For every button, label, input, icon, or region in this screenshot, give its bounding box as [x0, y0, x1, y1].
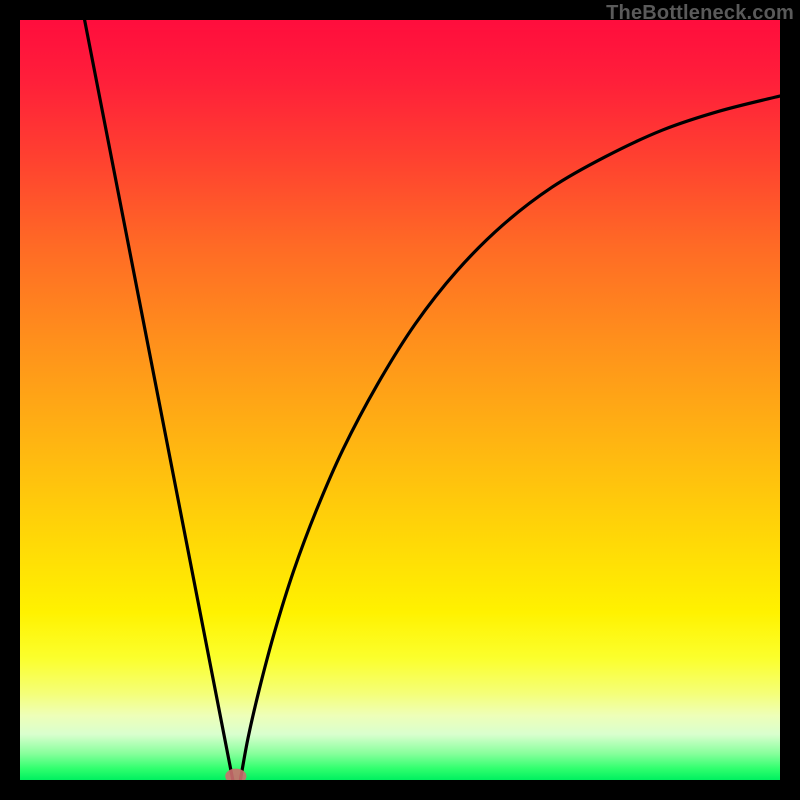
bottleneck-chart [20, 20, 780, 780]
watermark-text: TheBottleneck.com [606, 2, 794, 25]
gradient-background [20, 20, 780, 780]
